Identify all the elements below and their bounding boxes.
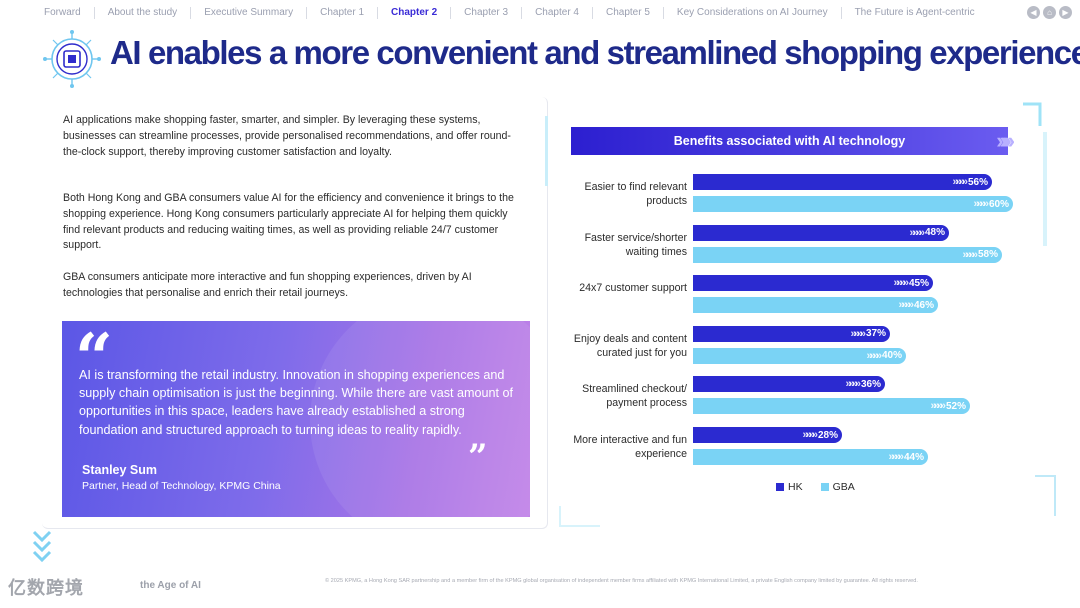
bar-chevron-icon: »»»» — [802, 429, 819, 441]
bar-gba: »»»» 40% — [693, 347, 906, 364]
legend-swatch-hk — [776, 483, 784, 491]
bar-hk: »»»» 48% — [693, 224, 949, 241]
page-title: AI enables a more convenient and streaml… — [110, 34, 1080, 71]
watermark: 亿数跨境 — [8, 578, 84, 598]
nav-controls: ◀ ⌂ ▶ — [1027, 6, 1072, 19]
gba-paragraph: GBA consumers anticipate more interactiv… — [63, 271, 472, 299]
bar-chevron-icon: »»»» — [898, 299, 915, 312]
bar-value-label: 48% — [924, 227, 945, 239]
bar-chevron-icon: »»»» — [850, 327, 867, 340]
bar-gba: »»»» 44% — [693, 449, 928, 465]
category-label: Streamlined checkout/ payment process — [582, 383, 687, 410]
nav-item-chapter-3[interactable]: Chapter 3 — [451, 7, 523, 19]
bar-value-label: 37% — [865, 328, 886, 340]
home-icon[interactable]: ⌂ — [1043, 6, 1056, 19]
footer-copyright: © 2025 KPMG, a Hong Kong SAR partnership… — [325, 578, 918, 584]
legend-item-gba: GBA — [820, 481, 855, 493]
hk-gba-paragraph: Both Hong Kong and GBA consumers value A… — [63, 192, 514, 252]
legend-swatch-gba — [820, 483, 829, 491]
bar-hk: »»»» 36% — [693, 376, 885, 393]
open-quote-icon: “ — [75, 321, 113, 397]
nav-item-chapter-4[interactable]: Chapter 4 — [522, 7, 593, 19]
quote-author: Stanley Sum — [82, 463, 158, 477]
bar-value-label: 40% — [881, 350, 902, 362]
prev-page-icon[interactable]: ◀ — [1027, 6, 1040, 19]
category-label: Easier to find relevant products — [584, 181, 687, 207]
bar-value-label: 28% — [817, 429, 838, 441]
bar-chevron-icon: »»»» — [973, 198, 990, 210]
nav-item-key-considerations-on-ai-journey[interactable]: Key Considerations on AI Journey — [664, 7, 842, 19]
nav-item-the-future-is-agent-centric[interactable]: The Future is Agent-centric — [854, 7, 975, 18]
nav-item-chapter-1[interactable]: Chapter 1 — [307, 7, 379, 19]
nav-item-about-the-study[interactable]: About the study — [95, 7, 192, 19]
bar-hk: »»»» 37% — [693, 325, 890, 342]
bar-value-label: 46% — [913, 299, 934, 311]
nav-item-chapter-2[interactable]: Chapter 2 — [378, 7, 452, 19]
bar-chevron-icon: »»»» — [845, 378, 862, 391]
legend-item-hk: HK — [776, 481, 803, 493]
bar-hk: »»»» 56% — [693, 174, 992, 190]
bar-value-label: 56% — [967, 176, 988, 188]
bar-chevron-icon: »»»» — [962, 248, 979, 261]
quote-author-role: Partner, Head of Technology, KPMG China — [82, 480, 281, 492]
bar-value-label: 45% — [908, 277, 929, 289]
nav-item-chapter-5[interactable]: Chapter 5 — [593, 7, 664, 19]
bar-value-label: 44% — [903, 451, 924, 463]
chart-title-text: Benefits associated with AI technology — [673, 134, 906, 148]
bar-chevron-icon: »»»» — [866, 349, 883, 362]
legend-label-hk: HK — [788, 481, 803, 493]
footer-report-name: the Age of AI — [140, 580, 201, 591]
bar-value-label: 58% — [977, 249, 998, 261]
quote-box: “ AI is transforming the retail industry… — [62, 321, 530, 517]
category-label: 24x7 customer support — [579, 282, 687, 295]
bar-gba: »»»» 60% — [693, 196, 1013, 212]
chart-title: Benefits associated with AI technology »… — [571, 127, 1015, 155]
next-page-icon[interactable]: ▶ — [1059, 6, 1072, 19]
left-panel-frame — [42, 97, 548, 529]
nav-item-forward[interactable]: Forward — [0, 7, 95, 19]
legend-label-gba: GBA — [832, 481, 855, 493]
intro-paragraph: AI applications make shopping faster, sm… — [63, 114, 511, 158]
chevron-decoration-icon: »»» — [996, 128, 1014, 153]
bar-chevron-icon: »»»» — [909, 226, 926, 239]
bar-chevron-icon: »»»» — [930, 400, 947, 413]
category-label: Faster service/shorter waiting times — [584, 231, 687, 258]
quote-text: AI is transforming the retail industry. … — [79, 368, 514, 437]
bar-chevron-icon: »»»» — [952, 176, 969, 188]
bar-gba: »»»» 58% — [693, 246, 1002, 263]
bar-gba: »»»» 52% — [693, 398, 970, 415]
bar-hk: »»»» 28% — [693, 427, 842, 443]
bar-hk: »»»» 45% — [693, 275, 933, 292]
bar-value-label: 36% — [860, 378, 881, 390]
ai-chip-icon — [43, 30, 101, 88]
bar-value-label: 60% — [988, 198, 1009, 210]
nav-item-executive-summary[interactable]: Executive Summary — [191, 7, 308, 19]
bar-chevron-icon: »»»» — [893, 277, 910, 290]
bar-value-label: 52% — [945, 400, 966, 412]
chart-legend: HK GBA — [776, 481, 855, 493]
category-label: More interactive and fun experience — [573, 434, 687, 460]
top-nav: Forward About the study Executive Summary C… — [0, 0, 1080, 26]
close-quote-icon: ” — [468, 437, 488, 477]
bar-gba: »»»» 46% — [693, 297, 938, 314]
scroll-down-icon[interactable] — [31, 528, 53, 564]
category-label: Enjoy deals and content curated just for… — [573, 332, 687, 359]
bar-chevron-icon: »»»» — [888, 451, 905, 463]
